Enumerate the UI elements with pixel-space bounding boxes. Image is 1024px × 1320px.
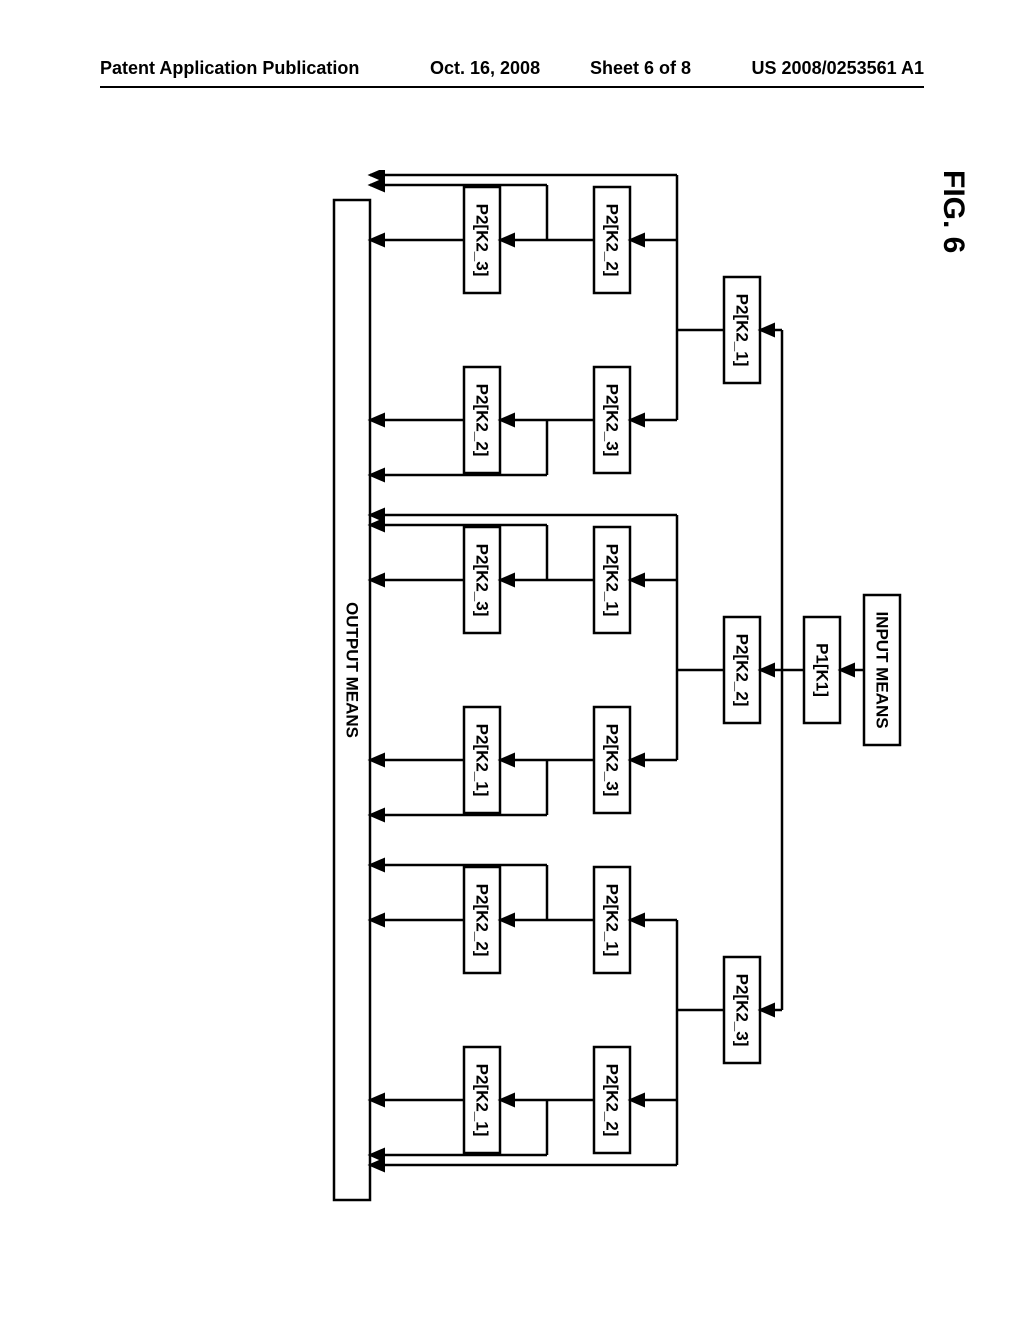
l2-box-0-0-label: P2[K2_2] xyxy=(603,204,622,277)
l1-box-1-label: P2[K2_2] xyxy=(733,634,752,707)
l2-box-2-0-label: P2[K2_1] xyxy=(603,884,622,957)
p1-box-label: P1[K1] xyxy=(813,643,832,697)
figure-label: FIG. 6 xyxy=(936,170,970,253)
publication-date: Oct. 16, 2008 xyxy=(430,58,540,79)
l3-box-0-1-label: P2[K2_2] xyxy=(473,384,492,457)
l3-box-1-0-label: P2[K2_3] xyxy=(473,544,492,617)
l2-box-1-1-label: P2[K2_3] xyxy=(603,724,622,797)
l2-box-1-0-label: P2[K2_1] xyxy=(603,544,622,617)
publication-label: Patent Application Publication xyxy=(100,58,359,79)
l3-box-0-0-label: P2[K2_3] xyxy=(473,204,492,277)
l2-box-2-1-label: P2[K2_2] xyxy=(603,1064,622,1137)
diagram-svg: INPUT MEANS P1[K1] P2[K2_1] P2[K2_2] P2[K2_3… xyxy=(90,170,930,1230)
publication-number: US 2008/0253561 A1 xyxy=(752,58,924,79)
page: Patent Application Publication Oct. 16, … xyxy=(0,0,1024,1320)
header-rule xyxy=(100,86,924,88)
l1-box-0-label: P2[K2_1] xyxy=(733,294,752,367)
sheet-number: Sheet 6 of 8 xyxy=(590,58,691,79)
l1-box-2-label: P2[K2_3] xyxy=(733,974,752,1047)
l3-box-2-0-label: P2[K2_2] xyxy=(473,884,492,957)
page-header: Patent Application Publication Oct. 16, … xyxy=(0,58,1024,88)
l2-box-0-1-label: P2[K2_3] xyxy=(603,384,622,457)
l3-box-2-1-label: P2[K2_1] xyxy=(473,1064,492,1137)
input-means-label: INPUT MEANS xyxy=(873,611,892,728)
figure-6: FIG. 6 INPUT MEANSP1[K1]P2[K2_1]P2[K2_2]… xyxy=(0,170,930,1010)
l3-box-1-1-label: P2[K2_1] xyxy=(473,724,492,797)
output-means-label: OUTPUT MEANS xyxy=(343,602,362,738)
